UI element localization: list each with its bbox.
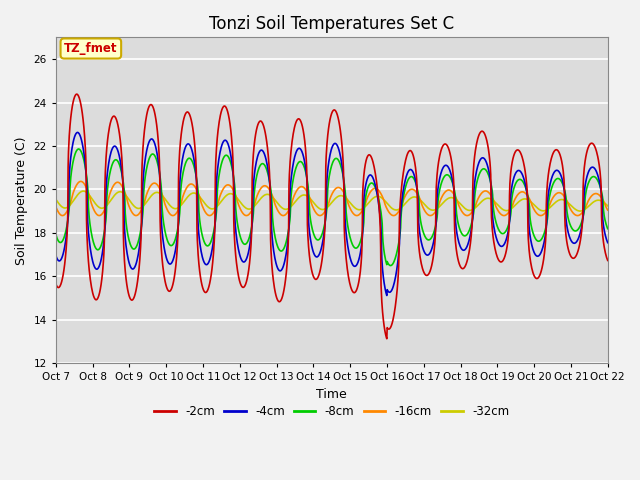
-16cm xyxy=(539,212,547,218)
-2cm xyxy=(237,281,244,287)
-32cm xyxy=(576,208,584,214)
-4cm xyxy=(162,252,170,257)
-2cm xyxy=(175,162,183,168)
-4cm xyxy=(383,293,390,299)
Line: -32cm: -32cm xyxy=(56,191,608,211)
-2cm xyxy=(73,91,81,97)
Line: -2cm: -2cm xyxy=(56,94,608,339)
-8cm xyxy=(175,218,183,224)
-4cm xyxy=(490,226,498,231)
-16cm xyxy=(418,203,426,208)
-16cm xyxy=(604,207,612,213)
-2cm xyxy=(418,264,426,270)
-32cm xyxy=(237,200,244,205)
-8cm xyxy=(52,231,60,237)
-16cm xyxy=(490,199,498,204)
Line: -8cm: -8cm xyxy=(56,149,608,265)
-8cm xyxy=(539,234,547,240)
-16cm xyxy=(162,203,170,208)
Line: -4cm: -4cm xyxy=(56,132,608,296)
-2cm xyxy=(604,258,612,264)
X-axis label: Time: Time xyxy=(316,388,347,401)
-8cm xyxy=(75,146,83,152)
Title: Tonzi Soil Temperatures Set C: Tonzi Soil Temperatures Set C xyxy=(209,15,454,33)
-4cm xyxy=(175,211,183,216)
Text: TZ_fmet: TZ_fmet xyxy=(64,42,118,55)
-2cm xyxy=(539,261,547,267)
-4cm xyxy=(74,130,81,135)
-8cm xyxy=(162,231,170,237)
-2cm xyxy=(52,281,60,287)
-2cm xyxy=(383,336,390,342)
-32cm xyxy=(418,198,426,204)
-32cm xyxy=(604,203,612,209)
-8cm xyxy=(604,226,612,231)
-16cm xyxy=(206,213,214,218)
-32cm xyxy=(52,196,60,202)
-8cm xyxy=(418,225,426,231)
Y-axis label: Soil Temperature (C): Soil Temperature (C) xyxy=(15,136,28,264)
-32cm xyxy=(175,204,183,210)
-32cm xyxy=(539,208,547,214)
-8cm xyxy=(387,263,394,268)
Legend: -2cm, -4cm, -8cm, -16cm, -32cm: -2cm, -4cm, -8cm, -16cm, -32cm xyxy=(150,400,514,423)
-4cm xyxy=(418,242,426,248)
-32cm xyxy=(490,198,498,204)
-8cm xyxy=(237,235,244,241)
-16cm xyxy=(237,207,245,213)
-16cm xyxy=(175,206,183,212)
-4cm xyxy=(237,255,244,261)
-16cm xyxy=(77,179,84,184)
-8cm xyxy=(490,211,498,217)
-32cm xyxy=(79,188,87,194)
-4cm xyxy=(539,244,547,250)
Line: -16cm: -16cm xyxy=(56,181,608,216)
-2cm xyxy=(490,241,498,247)
-2cm xyxy=(162,280,170,286)
-4cm xyxy=(52,252,60,258)
-16cm xyxy=(52,204,60,210)
-32cm xyxy=(162,197,170,203)
-4cm xyxy=(604,240,612,246)
